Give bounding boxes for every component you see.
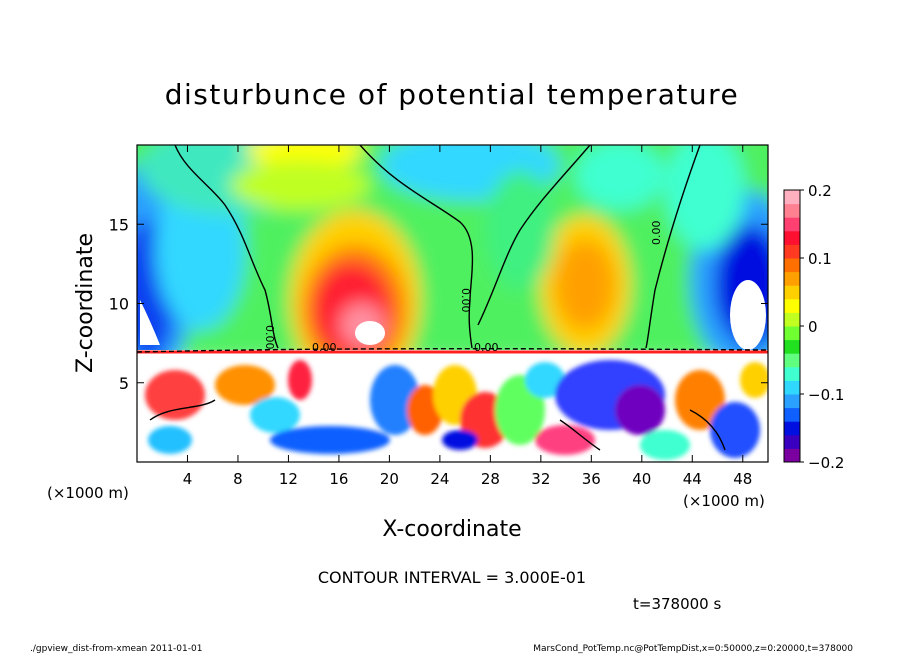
contour-label-group: 0.00 0.00 0.00 0.00 0.00 xyxy=(263,221,663,355)
colorbar-swatch xyxy=(784,285,800,300)
x-tick-label: 12 xyxy=(279,470,298,488)
x-tick-label: 20 xyxy=(380,470,399,488)
colorbar-swatch xyxy=(784,271,800,286)
colorbar-tick-label: 0 xyxy=(808,318,818,336)
x-axis-label: X-coordinate xyxy=(382,517,521,542)
colorbar-swatch xyxy=(784,203,800,218)
contour-interval-text: CONTOUR INTERVAL = 3.000E-01 xyxy=(318,568,586,587)
colorbar-swatch xyxy=(784,326,800,341)
colorbar-tick-label: −0.2 xyxy=(808,454,844,472)
x-tick-label: 16 xyxy=(329,470,348,488)
y-tick-label: 5 xyxy=(119,374,129,393)
y-axis-ticks: 5 10 15 xyxy=(109,215,768,393)
x-unit-right: (×1000 m) xyxy=(683,492,765,510)
colorbar-swatch xyxy=(784,407,800,422)
colorbar xyxy=(784,190,800,463)
colorbar-swatch xyxy=(784,380,800,395)
colorbar-swatch xyxy=(784,394,800,409)
x-axis-ticks: 4 8 12 16 20 24 28 32 36 40 44 48 xyxy=(183,145,752,488)
colorbar-swatch xyxy=(784,230,800,245)
colorbar-ticks: 0.2 0.1 0 −0.1 −0.2 xyxy=(800,182,844,472)
colorbar-swatch xyxy=(784,339,800,354)
colorbar-swatch xyxy=(784,421,800,436)
colorbar-swatch xyxy=(784,190,800,205)
colorbar-tick-label: 0.2 xyxy=(808,182,832,200)
time-text: t=378000 s xyxy=(633,595,721,613)
colorbar-swatch xyxy=(784,353,800,368)
contour-lines xyxy=(137,145,768,451)
colorbar-swatch xyxy=(784,298,800,313)
colorbar-tick-label: 0.1 xyxy=(808,250,832,268)
x-tick-label: 44 xyxy=(683,470,702,488)
colorbar-swatch xyxy=(784,448,800,463)
x-tick-label: 4 xyxy=(183,470,193,488)
colorbar-swatch xyxy=(784,366,800,381)
colorbar-swatch xyxy=(784,434,800,449)
plot-area xyxy=(137,145,768,462)
x-tick-label: 36 xyxy=(582,470,601,488)
y-tick-label: 15 xyxy=(109,215,129,234)
contour-label: 0.00 xyxy=(474,341,499,354)
contour-label: 0.00 xyxy=(459,288,472,313)
x-tick-label: 40 xyxy=(632,470,651,488)
colorbar-swatch xyxy=(784,258,800,273)
footer-right: MarsCond_PotTemp.nc@PotTempDist,x=0:5000… xyxy=(533,644,853,654)
x-tick-label: 32 xyxy=(531,470,550,488)
chart-title: disturbunce of potential temperature xyxy=(165,78,740,111)
lower-field xyxy=(137,350,768,462)
y-axis-label: Z-coordinate xyxy=(73,233,98,373)
colorbar-swatch xyxy=(784,244,800,259)
x-unit-left: (×1000 m) xyxy=(47,484,129,502)
contour-label: 0.00 xyxy=(263,325,276,350)
colorbar-swatch xyxy=(784,312,800,327)
colorbar-swatch xyxy=(784,217,800,232)
x-tick-label: 8 xyxy=(233,470,243,488)
y-tick-label: 10 xyxy=(109,295,129,314)
contour-label: 0.00 xyxy=(650,221,663,246)
contour-label: 0.00 xyxy=(312,341,337,354)
x-tick-label: 48 xyxy=(733,470,752,488)
x-tick-label: 24 xyxy=(430,470,449,488)
x-tick-label: 28 xyxy=(481,470,500,488)
footer-left: ./gpview_dist-from-xmean 2011-01-01 xyxy=(30,644,202,654)
colorbar-tick-label: −0.1 xyxy=(808,386,844,404)
upper-field xyxy=(137,145,768,390)
